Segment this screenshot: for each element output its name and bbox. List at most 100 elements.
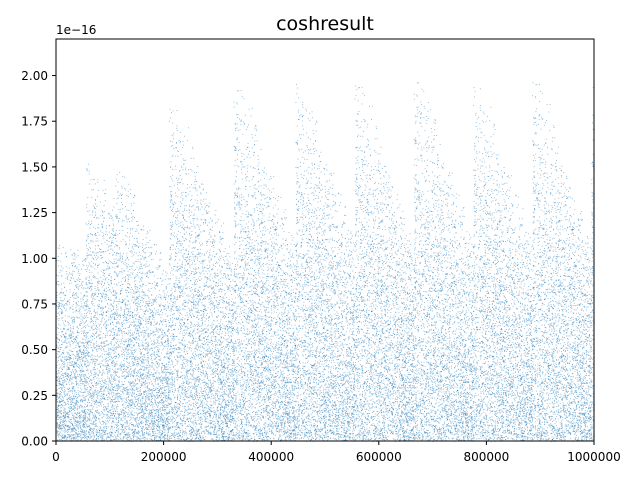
scatter-point [71,428,72,429]
scatter-point [114,427,115,428]
scatter-point [138,364,139,365]
scatter-point [97,349,98,350]
scatter-point [63,406,64,407]
scatter-point [109,232,110,233]
scatter-point [61,384,62,385]
scatter-point [117,404,118,405]
scatter-point [132,274,133,275]
scatter-point [81,331,82,332]
scatter-point [81,417,82,418]
scatter-point [71,373,72,374]
scatter-point [105,423,106,424]
scatter-point [86,282,87,283]
scatter-point [154,354,155,355]
scatter-point [113,437,114,438]
scatter-point [106,270,107,271]
scatter-point [146,307,147,308]
scatter-point [143,295,144,296]
scatter-point [61,313,62,314]
scatter-point [114,439,115,440]
scatter-point [61,340,62,341]
scatter-point [143,438,144,439]
scatter-point [162,315,163,316]
scatter-point [72,306,73,307]
scatter-point [86,309,87,310]
scatter-point [57,339,58,340]
scatter-point [127,439,128,440]
scatter-point [158,366,159,367]
scatter-point [75,281,76,282]
scatter-point [101,393,102,394]
scatter-point [153,363,154,364]
scatter-point [150,283,151,284]
scatter-point [59,248,60,249]
scatter-point [91,394,92,395]
scatter-point [86,279,87,280]
scatter-point [91,283,92,284]
scatter-point [103,349,104,350]
scatter-point [65,325,66,326]
scatter-point [114,300,115,301]
scatter-point [160,388,161,389]
scatter-point [57,380,58,381]
scatter-point [79,275,80,276]
scatter-point [130,374,131,375]
scatter-point [103,294,104,295]
scatter-point [116,241,117,242]
scatter-point [91,428,92,429]
scatter-point [67,330,68,331]
scatter-point [167,419,168,420]
scatter-point [74,389,75,390]
scatter-point [158,309,159,310]
scatter-point [68,425,69,426]
scatter-point [95,257,96,258]
scatter-point [165,382,166,383]
scatter-point [154,420,155,421]
scatter-point [168,329,169,330]
scatter-point [124,366,125,367]
scatter-point [77,338,78,339]
scatter-point [167,341,168,342]
scatter-point [113,235,114,236]
scatter-point [80,357,81,358]
scatter-point [149,396,150,397]
scatter-point [132,247,133,248]
scatter-point [80,431,81,432]
scatter-point [91,289,92,290]
scatter-point [94,374,95,375]
scatter-point [104,360,105,361]
scatter-point [168,431,169,432]
scatter-point [103,391,104,392]
scatter-point [113,291,114,292]
scatter-point [115,375,116,376]
scatter-point [117,429,118,430]
scatter-point [163,416,164,417]
scatter-point [108,412,109,413]
scatter-point [64,307,65,308]
scatter-point [108,308,109,309]
scatter-point [146,295,147,296]
scatter-point [135,325,136,326]
scatter-point [113,353,114,354]
scatter-point [101,424,102,425]
scatter-point [61,426,62,427]
scatter-point [87,236,88,237]
scatter-point [113,392,114,393]
scatter-point [151,395,152,396]
scatter-point [61,292,62,293]
scatter-point [103,275,104,276]
scatter-point [60,391,61,392]
scatter-point [145,244,146,245]
scatter-point [151,359,152,360]
scatter-point [111,332,112,333]
scatter-point [87,382,88,383]
scatter-point [103,317,104,318]
scatter-point [78,364,79,365]
scatter-point [151,439,152,440]
scatter-point [95,374,96,375]
scatter-point [123,414,124,415]
scatter-point [140,360,141,361]
scatter-point [80,366,81,367]
scatter-point [134,435,135,436]
scatter-point [149,376,150,377]
